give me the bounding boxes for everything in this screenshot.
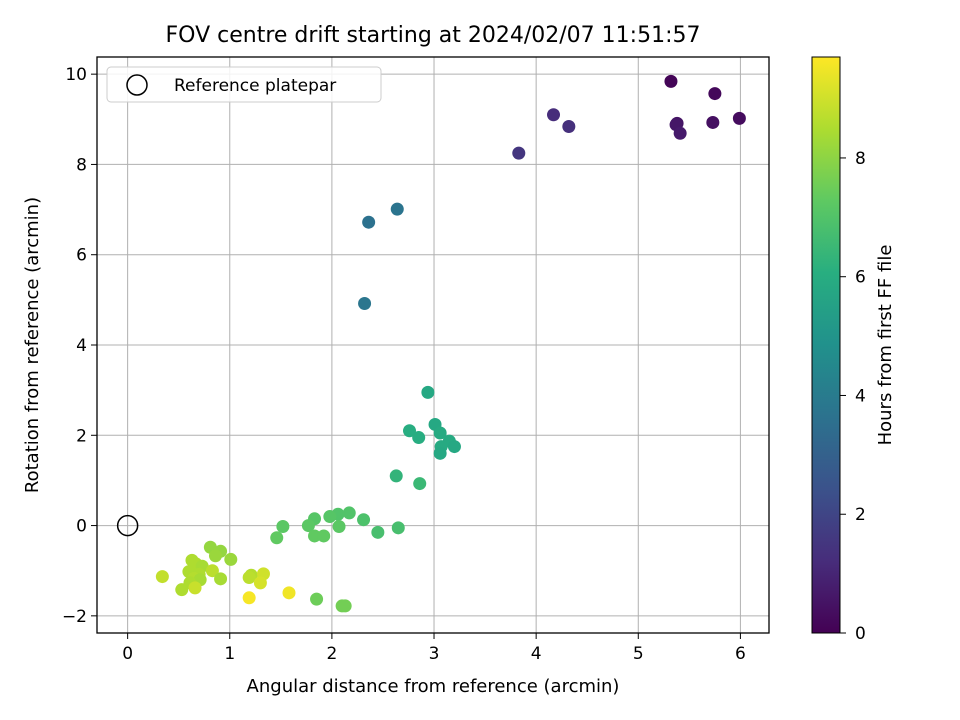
scatter-point (253, 576, 267, 590)
scatter-point (673, 126, 687, 140)
y-tick-label: 2 (76, 426, 87, 446)
scatter-points (155, 74, 746, 613)
y-axis-label: Rotation from reference (arcmin) (22, 197, 43, 493)
scatter-point (338, 599, 352, 613)
colorbar-tick-label: 0 (855, 624, 866, 644)
x-tick-label: 3 (429, 644, 440, 664)
scatter-point (403, 424, 417, 438)
x-axis-label: Angular distance from reference (arcmin) (247, 676, 620, 697)
scatter-point (332, 519, 346, 533)
scatter-point (242, 591, 256, 605)
scatter-point (276, 519, 290, 533)
colorbar-tick-label: 2 (855, 505, 866, 525)
x-tick-label: 2 (326, 644, 337, 664)
scatter-point (224, 552, 238, 566)
scatter-point (391, 521, 405, 535)
scatter-point (208, 549, 222, 563)
scatter-point (310, 592, 324, 606)
y-tick-label: 4 (76, 336, 87, 356)
scatter-point (433, 446, 447, 460)
colorbar-ticks: 0 2 4 6 8 (840, 149, 866, 644)
x-tick-label: 5 (633, 644, 644, 664)
scatter-point (188, 581, 202, 595)
scatter-point (390, 202, 404, 216)
y-axis-ticks: −2 0 2 4 6 8 10 (62, 65, 97, 627)
reference-marker-group (116, 514, 139, 537)
x-tick-label: 0 (122, 644, 133, 664)
legend-box (106, 66, 382, 103)
y-tick-label: 8 (76, 155, 87, 175)
legend-hollow-circle-icon (126, 74, 148, 96)
legend: Reference platepar (106, 66, 382, 103)
scatter-point (301, 519, 315, 533)
x-tick-label: 1 (224, 644, 235, 664)
colorbar-tick-label: 6 (855, 268, 866, 288)
reference-platepar-marker (116, 514, 139, 537)
scatter-point (342, 506, 356, 520)
colorbar-tick-label: 8 (855, 149, 866, 169)
colorbar-gradient (811, 56, 841, 634)
colorbar-tick-label: 4 (855, 386, 866, 406)
scatter-point (421, 385, 435, 399)
scatter-point (282, 586, 296, 600)
y-tick-label: 6 (76, 246, 87, 266)
scatter-point (358, 296, 372, 310)
scatter-point (323, 510, 337, 524)
scatter-point (242, 570, 256, 584)
scatter-point (413, 477, 427, 491)
scatter-point (708, 87, 722, 101)
grid (97, 57, 769, 633)
scatter-point (512, 146, 526, 160)
scatter-point (175, 583, 189, 597)
colorbar-label: Hours from first FF file (875, 245, 896, 446)
x-tick-label: 6 (735, 644, 746, 664)
legend-entry-label: Reference platepar (174, 76, 336, 96)
scatter-point (447, 440, 461, 454)
scatter-point (433, 426, 447, 440)
y-tick-label: 0 (76, 517, 87, 537)
x-tick-label: 4 (531, 644, 542, 664)
scatter-point (371, 525, 385, 539)
y-tick-label: 10 (65, 65, 87, 85)
scatter-point (562, 120, 576, 134)
scatter-point (706, 115, 720, 129)
scatter-point (155, 570, 169, 584)
scatter-point (308, 529, 322, 543)
scatter-point (412, 431, 426, 445)
scatter-point (205, 564, 219, 578)
scatter-point (547, 108, 561, 122)
chart-title: FOV centre drift starting at 2024/02/07 … (166, 23, 701, 48)
colorbar: 0 2 4 6 8 Hours from first FF file (811, 56, 896, 644)
scatter-point (664, 74, 678, 88)
scatter-point (357, 513, 371, 527)
x-axis-ticks: 0 1 2 3 4 5 6 (122, 633, 746, 664)
scatter-point (270, 531, 284, 545)
scatter-point (362, 215, 376, 229)
scatter-point (732, 111, 746, 125)
scatter-point (389, 469, 403, 483)
scatter-point (214, 572, 228, 586)
y-tick-label: −2 (62, 607, 87, 627)
scatter-point (317, 529, 331, 543)
